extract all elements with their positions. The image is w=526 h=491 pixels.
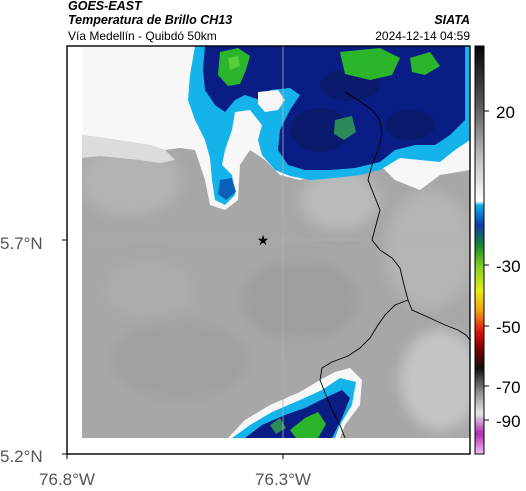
colorbar-label: -50 — [496, 318, 521, 337]
lon-tick-label: 76.3°W — [255, 470, 311, 489]
colorbar-ticks — [484, 110, 489, 421]
colorbar-label: -70 — [496, 378, 521, 397]
satellite-image — [82, 46, 470, 438]
axes-box — [66, 45, 471, 455]
colorbar-label: -90 — [496, 412, 521, 431]
star-marker: ★ — [257, 233, 270, 249]
satellite-name: GOES-EAST — [68, 0, 142, 13]
agency-label: SIATA — [434, 13, 470, 27]
axis-ticks — [62, 239, 284, 459]
boundary-lines — [319, 91, 470, 438]
colorbar-label: -30 — [496, 257, 521, 276]
lat-tick-label: 5.7°N — [0, 234, 43, 253]
cloud-gap — [258, 90, 285, 112]
colorbar — [474, 45, 485, 455]
lat-tick-label: 5.2°N — [0, 447, 43, 466]
gray-texture — [82, 145, 470, 430]
timestamp-label: 2024-12-14 04:59 — [375, 29, 470, 43]
cloud-blue-small — [218, 178, 236, 200]
grid-lines — [82, 46, 470, 438]
cloud-green — [218, 48, 440, 140]
lon-tick-label: 76.8°W — [39, 470, 95, 489]
colorbar-label: 20 — [496, 103, 515, 122]
product-title: Temperatura de Brillo CH13 — [68, 13, 233, 27]
cloud-blue — [203, 46, 465, 170]
region-subtitle: Vía Medellín - Quibdó 50km — [68, 29, 217, 43]
